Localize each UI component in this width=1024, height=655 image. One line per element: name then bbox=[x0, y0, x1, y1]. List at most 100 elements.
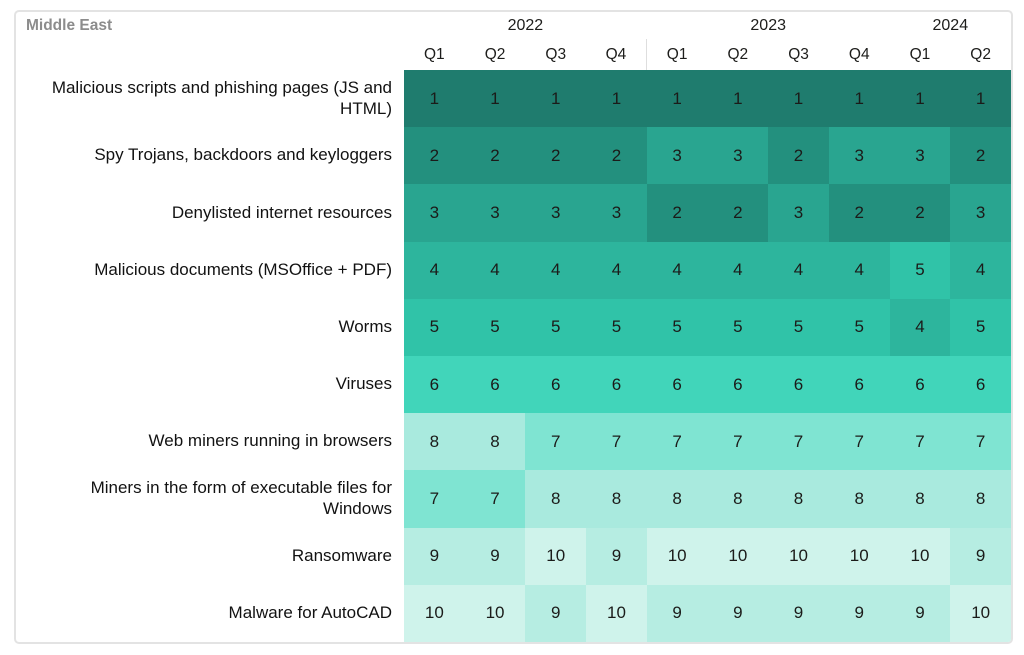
row-label: Web miners running in browsers bbox=[16, 413, 404, 470]
rank-cell: 8 bbox=[768, 470, 829, 528]
rank-cell: 6 bbox=[586, 356, 647, 414]
rank-cell: 1 bbox=[950, 70, 1011, 128]
rank-cell: 2 bbox=[828, 184, 890, 242]
rank-cell: 7 bbox=[950, 413, 1011, 471]
rank-cell: 5 bbox=[646, 298, 708, 356]
row-label: Malware for AutoCAD bbox=[16, 585, 404, 642]
rank-cell: 1 bbox=[464, 70, 526, 128]
rank-cell: 7 bbox=[768, 413, 829, 471]
rank-cell: 3 bbox=[464, 184, 526, 242]
row-label-text: Denylisted internet resources bbox=[171, 202, 392, 222]
rank-cell: 1 bbox=[404, 70, 465, 128]
quarter-header: Q2 bbox=[727, 46, 749, 63]
ranking-heatmap: Middle East 2022 2023 2024 Q1 Q2 Q3 Q4 Q1 Q2 Q3 Q4 Q… bbox=[16, 12, 1011, 642]
rank-cell: 7 bbox=[464, 470, 526, 528]
rank-cell: 1 bbox=[768, 70, 829, 128]
rank-cell: 9 bbox=[525, 584, 587, 642]
rank-cell: 1 bbox=[525, 70, 587, 128]
rank-cell: 2 bbox=[525, 127, 587, 185]
row-label: Ransomware bbox=[16, 528, 404, 585]
rank-cell: 5 bbox=[768, 298, 829, 356]
quarter-header: Q1 bbox=[424, 46, 445, 63]
rank-cell: 4 bbox=[950, 241, 1011, 299]
rank-cell: 10 bbox=[889, 527, 951, 585]
row-label-text: Viruses bbox=[335, 374, 392, 394]
rank-cell: 9 bbox=[828, 584, 890, 642]
rank-cell: 10 bbox=[768, 527, 829, 585]
rank-cell: 4 bbox=[707, 241, 769, 299]
rank-cell: 6 bbox=[464, 356, 526, 414]
rank-cell: 7 bbox=[646, 413, 708, 471]
rank-cell: 3 bbox=[707, 127, 769, 185]
row-label: Malicious scripts and phishing pages (JS… bbox=[16, 70, 404, 127]
row-label-text: Malicious scripts and phishing pages (JS… bbox=[51, 77, 392, 118]
rank-cell: 7 bbox=[889, 413, 951, 471]
rank-cell: 4 bbox=[525, 241, 587, 299]
rank-cell: 2 bbox=[889, 184, 951, 242]
row-label-text: Worms bbox=[338, 317, 392, 337]
rank-cell: 5 bbox=[525, 298, 587, 356]
rank-cell: 5 bbox=[707, 298, 769, 356]
rank-cell: 5 bbox=[404, 298, 465, 356]
rank-cell: 9 bbox=[464, 527, 526, 585]
rank-cell: 8 bbox=[464, 413, 526, 471]
rank-cell: 1 bbox=[889, 70, 951, 128]
row-label: Viruses bbox=[16, 356, 404, 413]
rank-cell: 4 bbox=[889, 298, 951, 356]
row-label-text: Malware for AutoCAD bbox=[228, 603, 392, 623]
rank-cell: 4 bbox=[464, 241, 526, 299]
rank-cell: 9 bbox=[404, 527, 465, 585]
row-label-text: Malicious documents (MSOffice + PDF) bbox=[94, 259, 392, 279]
rank-cell: 10 bbox=[464, 584, 526, 642]
rank-cell: 8 bbox=[707, 470, 769, 528]
rank-cell: 5 bbox=[889, 241, 951, 299]
rank-cell: 8 bbox=[950, 470, 1011, 528]
quarter-header: Q2 bbox=[484, 46, 506, 63]
quarter-header: Q2 bbox=[970, 46, 991, 63]
rank-cell: 10 bbox=[404, 584, 465, 642]
rank-cell: 10 bbox=[950, 584, 1011, 642]
rank-cell: 2 bbox=[707, 184, 769, 242]
rank-cell: 8 bbox=[404, 413, 465, 471]
rank-cell: 3 bbox=[950, 184, 1011, 242]
rank-cell: 3 bbox=[646, 127, 708, 185]
rank-cell: 10 bbox=[586, 584, 647, 642]
rank-cell: 7 bbox=[828, 413, 890, 471]
year-header: 2024 bbox=[932, 16, 969, 34]
rank-cell: 3 bbox=[768, 184, 829, 242]
row-label-text: Spy Trojans, backdoors and keyloggers bbox=[94, 145, 392, 165]
rank-cell: 8 bbox=[525, 470, 587, 528]
rank-cell: 2 bbox=[464, 127, 526, 185]
rank-cell: 9 bbox=[707, 584, 769, 642]
ranking-card: Middle East 2022 2023 2024 Q1 Q2 Q3 Q4 Q1 Q2 Q3 Q4 Q… bbox=[14, 10, 1013, 644]
rank-cell: 6 bbox=[525, 356, 587, 414]
rank-cell: 3 bbox=[525, 184, 587, 242]
rank-cell: 8 bbox=[889, 470, 951, 528]
rank-cell: 2 bbox=[768, 127, 829, 185]
region-title: Middle East bbox=[26, 16, 113, 34]
quarter-header: Q4 bbox=[848, 46, 870, 63]
rank-cell: 8 bbox=[828, 470, 890, 528]
rank-cell: 3 bbox=[404, 184, 465, 242]
quarter-corner-spacer bbox=[16, 39, 404, 70]
rank-cell: 7 bbox=[525, 413, 587, 471]
rank-cell: 9 bbox=[768, 584, 829, 642]
rank-cell: 10 bbox=[646, 527, 708, 585]
rank-cell: 1 bbox=[707, 70, 769, 128]
rank-cell: 4 bbox=[768, 241, 829, 299]
rank-cell: 3 bbox=[828, 127, 890, 185]
rank-cell: 1 bbox=[646, 70, 708, 128]
rank-cell: 6 bbox=[646, 356, 708, 414]
rank-cell: 5 bbox=[464, 298, 526, 356]
rank-cell: 10 bbox=[707, 527, 769, 585]
rank-cell: 9 bbox=[646, 584, 708, 642]
row-label: Malicious documents (MSOffice + PDF) bbox=[16, 242, 404, 299]
rank-cell: 2 bbox=[646, 184, 708, 242]
rank-cell: 3 bbox=[889, 127, 951, 185]
rank-cell: 6 bbox=[889, 356, 951, 414]
row-label: Denylisted internet resources bbox=[16, 184, 404, 241]
rank-cell: 4 bbox=[586, 241, 647, 299]
row-label: Miners in the form of executable files f… bbox=[16, 470, 404, 527]
row-label-text: Miners in the form of executable files f… bbox=[90, 478, 392, 518]
